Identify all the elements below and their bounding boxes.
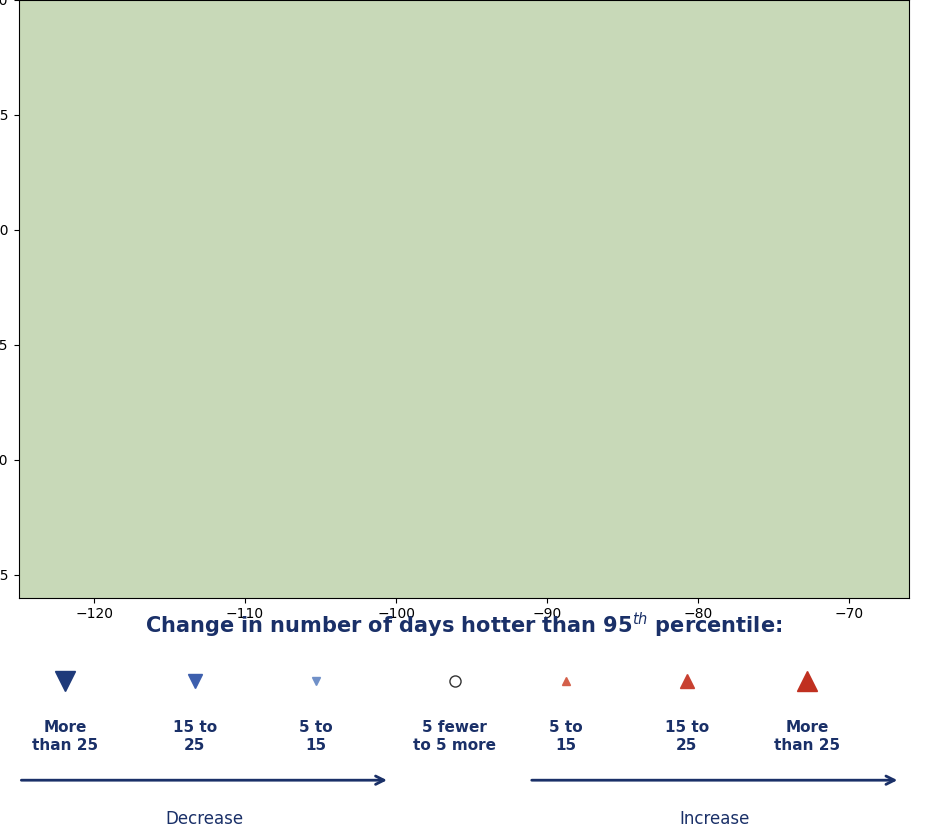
Text: 5 to
15: 5 to 15 [298,720,332,753]
Text: More
than 25: More than 25 [32,720,98,753]
Text: More
than 25: More than 25 [773,720,840,753]
Text: 5 fewer
to 5 more: 5 fewer to 5 more [413,720,496,753]
Text: th percentile:: th percentile: [0,829,1,830]
Text: 15 to
25: 15 to 25 [664,720,708,753]
Text: Increase: Increase [679,810,749,828]
Text: Decrease: Decrease [165,810,243,828]
Text: Change in number of days hotter than 95$^{th}$ percentile:: Change in number of days hotter than 95$… [146,611,781,640]
Text: 5 to
15: 5 to 15 [549,720,582,753]
Text: Change in number of days hotter than 95: Change in number of days hotter than 95 [0,829,1,830]
Text: 15 to
25: 15 to 25 [172,720,217,753]
